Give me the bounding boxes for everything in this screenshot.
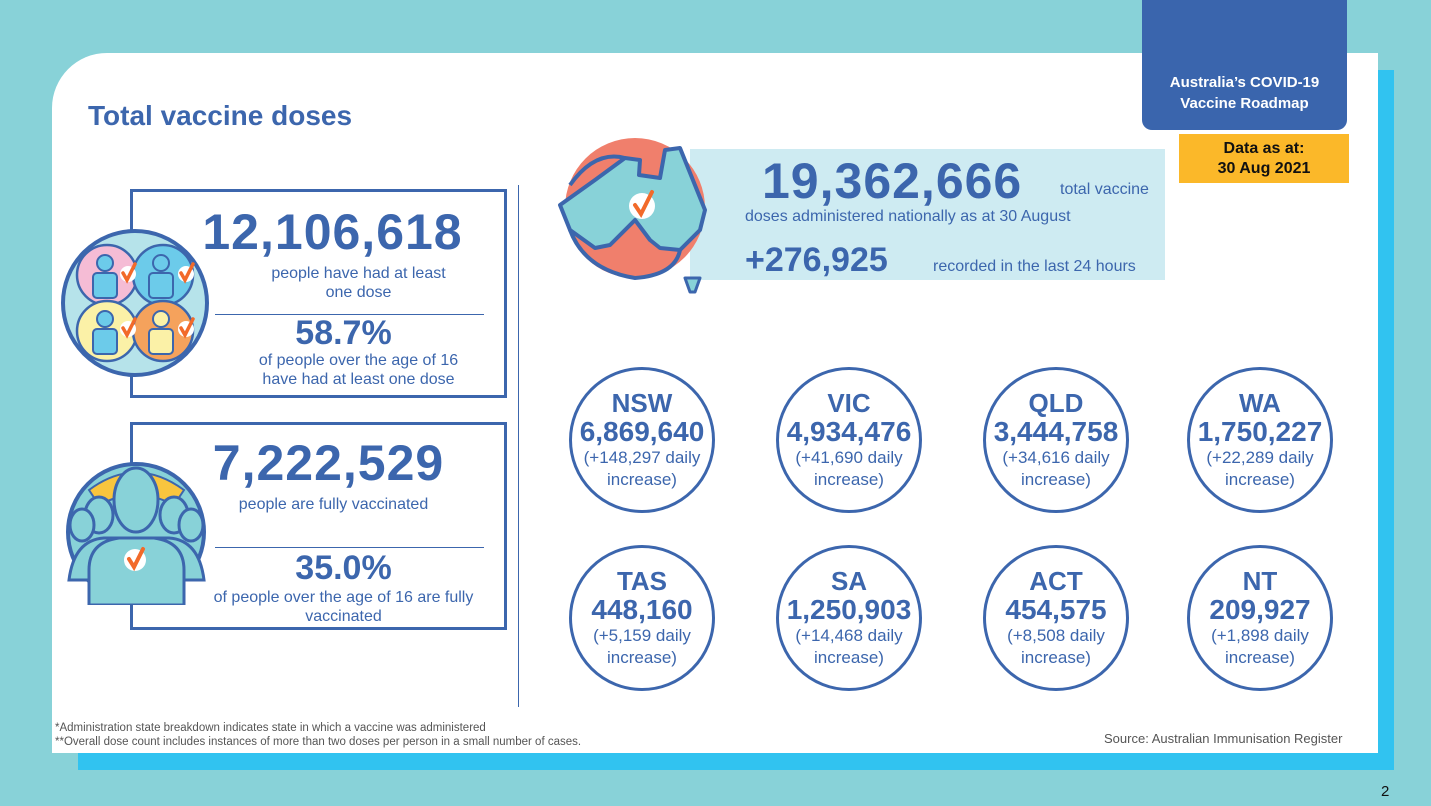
data-as-at-label: Data as at:: [1223, 140, 1305, 157]
state-increase: (+148,297 daily: [583, 448, 701, 467]
footnote-dose-count: **Overall dose count includes instances …: [55, 736, 582, 748]
divider-line: [215, 314, 484, 315]
fully-vaccinated-percent-label: of people over the age of 16 are fully v…: [213, 589, 474, 625]
roadmap-line1: Australia’s COVID-19: [1169, 74, 1320, 91]
state-increase2: increase): [607, 470, 677, 489]
first-dose-percent: 58.7%: [295, 314, 392, 352]
national-daily-increase-label: recorded in the last 24 hours: [933, 258, 1136, 275]
state-increase2: increase): [1021, 648, 1091, 667]
data-as-at-badge: Data as at: 30 Aug 2021: [1179, 134, 1349, 183]
state-increase: (+8,508 daily: [1007, 626, 1105, 645]
state-circle-qld: QLD 3,444,758 (+34,616 daily increase): [983, 367, 1129, 513]
state-circle-tas: TAS 448,160 (+5,159 daily increase): [569, 545, 715, 691]
state-total: 1,750,227: [1197, 416, 1323, 447]
state-total: 3,444,758: [993, 416, 1119, 447]
state-increase2: increase): [1225, 648, 1295, 667]
people-with-checkmarks-icon: [61, 229, 209, 377]
state-increase: (+41,690 daily: [795, 448, 903, 467]
state-increase2: increase): [814, 648, 884, 667]
page-title: Total vaccine doses: [88, 100, 353, 131]
state-total: 1,250,903: [786, 594, 912, 625]
fully-vaccinated-percent: 35.0%: [295, 549, 392, 587]
first-dose-count: 12,106,618: [202, 204, 463, 260]
first-dose-label: people have had at least one dose: [271, 265, 446, 301]
state-code: QLD: [1028, 388, 1084, 418]
state-increase: (+1,898 daily: [1211, 626, 1309, 645]
national-total-doses: 19,362,666: [762, 153, 1023, 209]
state-increase2: increase): [814, 470, 884, 489]
state-code: VIC: [827, 388, 871, 418]
state-circle-nsw: NSW 6,869,640 (+148,297 daily increase): [569, 367, 715, 513]
state-code: WA: [1239, 388, 1281, 418]
national-daily-increase: +276,925: [745, 241, 888, 279]
state-total: 6,869,640: [579, 416, 705, 447]
divider-line: [215, 547, 484, 548]
state-increase: (+34,616 daily: [1002, 448, 1110, 467]
state-increase: (+5,159 daily: [593, 626, 691, 645]
state-total: 448,160: [591, 594, 693, 625]
state-increase2: increase): [1021, 470, 1091, 489]
first-dose-percent-label: of people over the age of 16 have had at…: [258, 352, 459, 388]
roadmap-badge: Australia’s COVID-19 Vaccine Roadmap: [1142, 0, 1347, 130]
footnote-state-breakdown: *Administration state breakdown indicate…: [55, 722, 486, 734]
state-total: 4,934,476: [786, 416, 912, 447]
fully-vaccinated-count: 7,222,529: [212, 435, 445, 491]
vertical-divider: [518, 185, 519, 707]
national-total-band: [690, 149, 1165, 280]
state-circle-act: ACT 454,575 (+8,508 daily increase): [983, 545, 1129, 691]
state-code: NT: [1242, 566, 1278, 596]
state-increase: (+14,468 daily: [795, 626, 903, 645]
page-number: 2: [1381, 783, 1390, 800]
roadmap-line2: Vaccine Roadmap: [1180, 95, 1309, 112]
state-total: 454,575: [1005, 594, 1107, 625]
australia-map-icon: [558, 138, 707, 294]
state-code: SA: [830, 566, 868, 596]
state-code: ACT: [1029, 566, 1083, 596]
state-circle-nt: NT 209,927 (+1,898 daily increase): [1187, 545, 1333, 691]
state-increase: (+22,289 daily: [1206, 448, 1314, 467]
vaccinated-crowd-icon: [66, 462, 206, 605]
state-increase2: increase): [607, 648, 677, 667]
state-code: TAS: [616, 566, 668, 596]
national-total-description: doses administered nationally as at 30 A…: [745, 208, 1071, 225]
state-circle-sa: SA 1,250,903 (+14,468 daily increase): [776, 545, 922, 691]
state-circle-vic: VIC 4,934,476 (+41,690 daily increase): [776, 367, 922, 513]
state-increase2: increase): [1225, 470, 1295, 489]
state-total: 209,927: [1209, 594, 1311, 625]
fully-vaccinated-box: 7,222,529 people are fully vaccinated 35…: [130, 422, 507, 630]
fully-vaccinated-label: people are fully vaccinated: [238, 496, 429, 513]
state-code: NSW: [611, 388, 673, 418]
state-circle-wa: WA 1,750,227 (+22,289 daily increase): [1187, 367, 1333, 513]
national-total-label: total vaccine: [1060, 181, 1149, 198]
source-note: Source: Australian Immunisation Register: [1104, 731, 1343, 746]
data-as-at-date: 30 Aug 2021: [1217, 160, 1311, 177]
